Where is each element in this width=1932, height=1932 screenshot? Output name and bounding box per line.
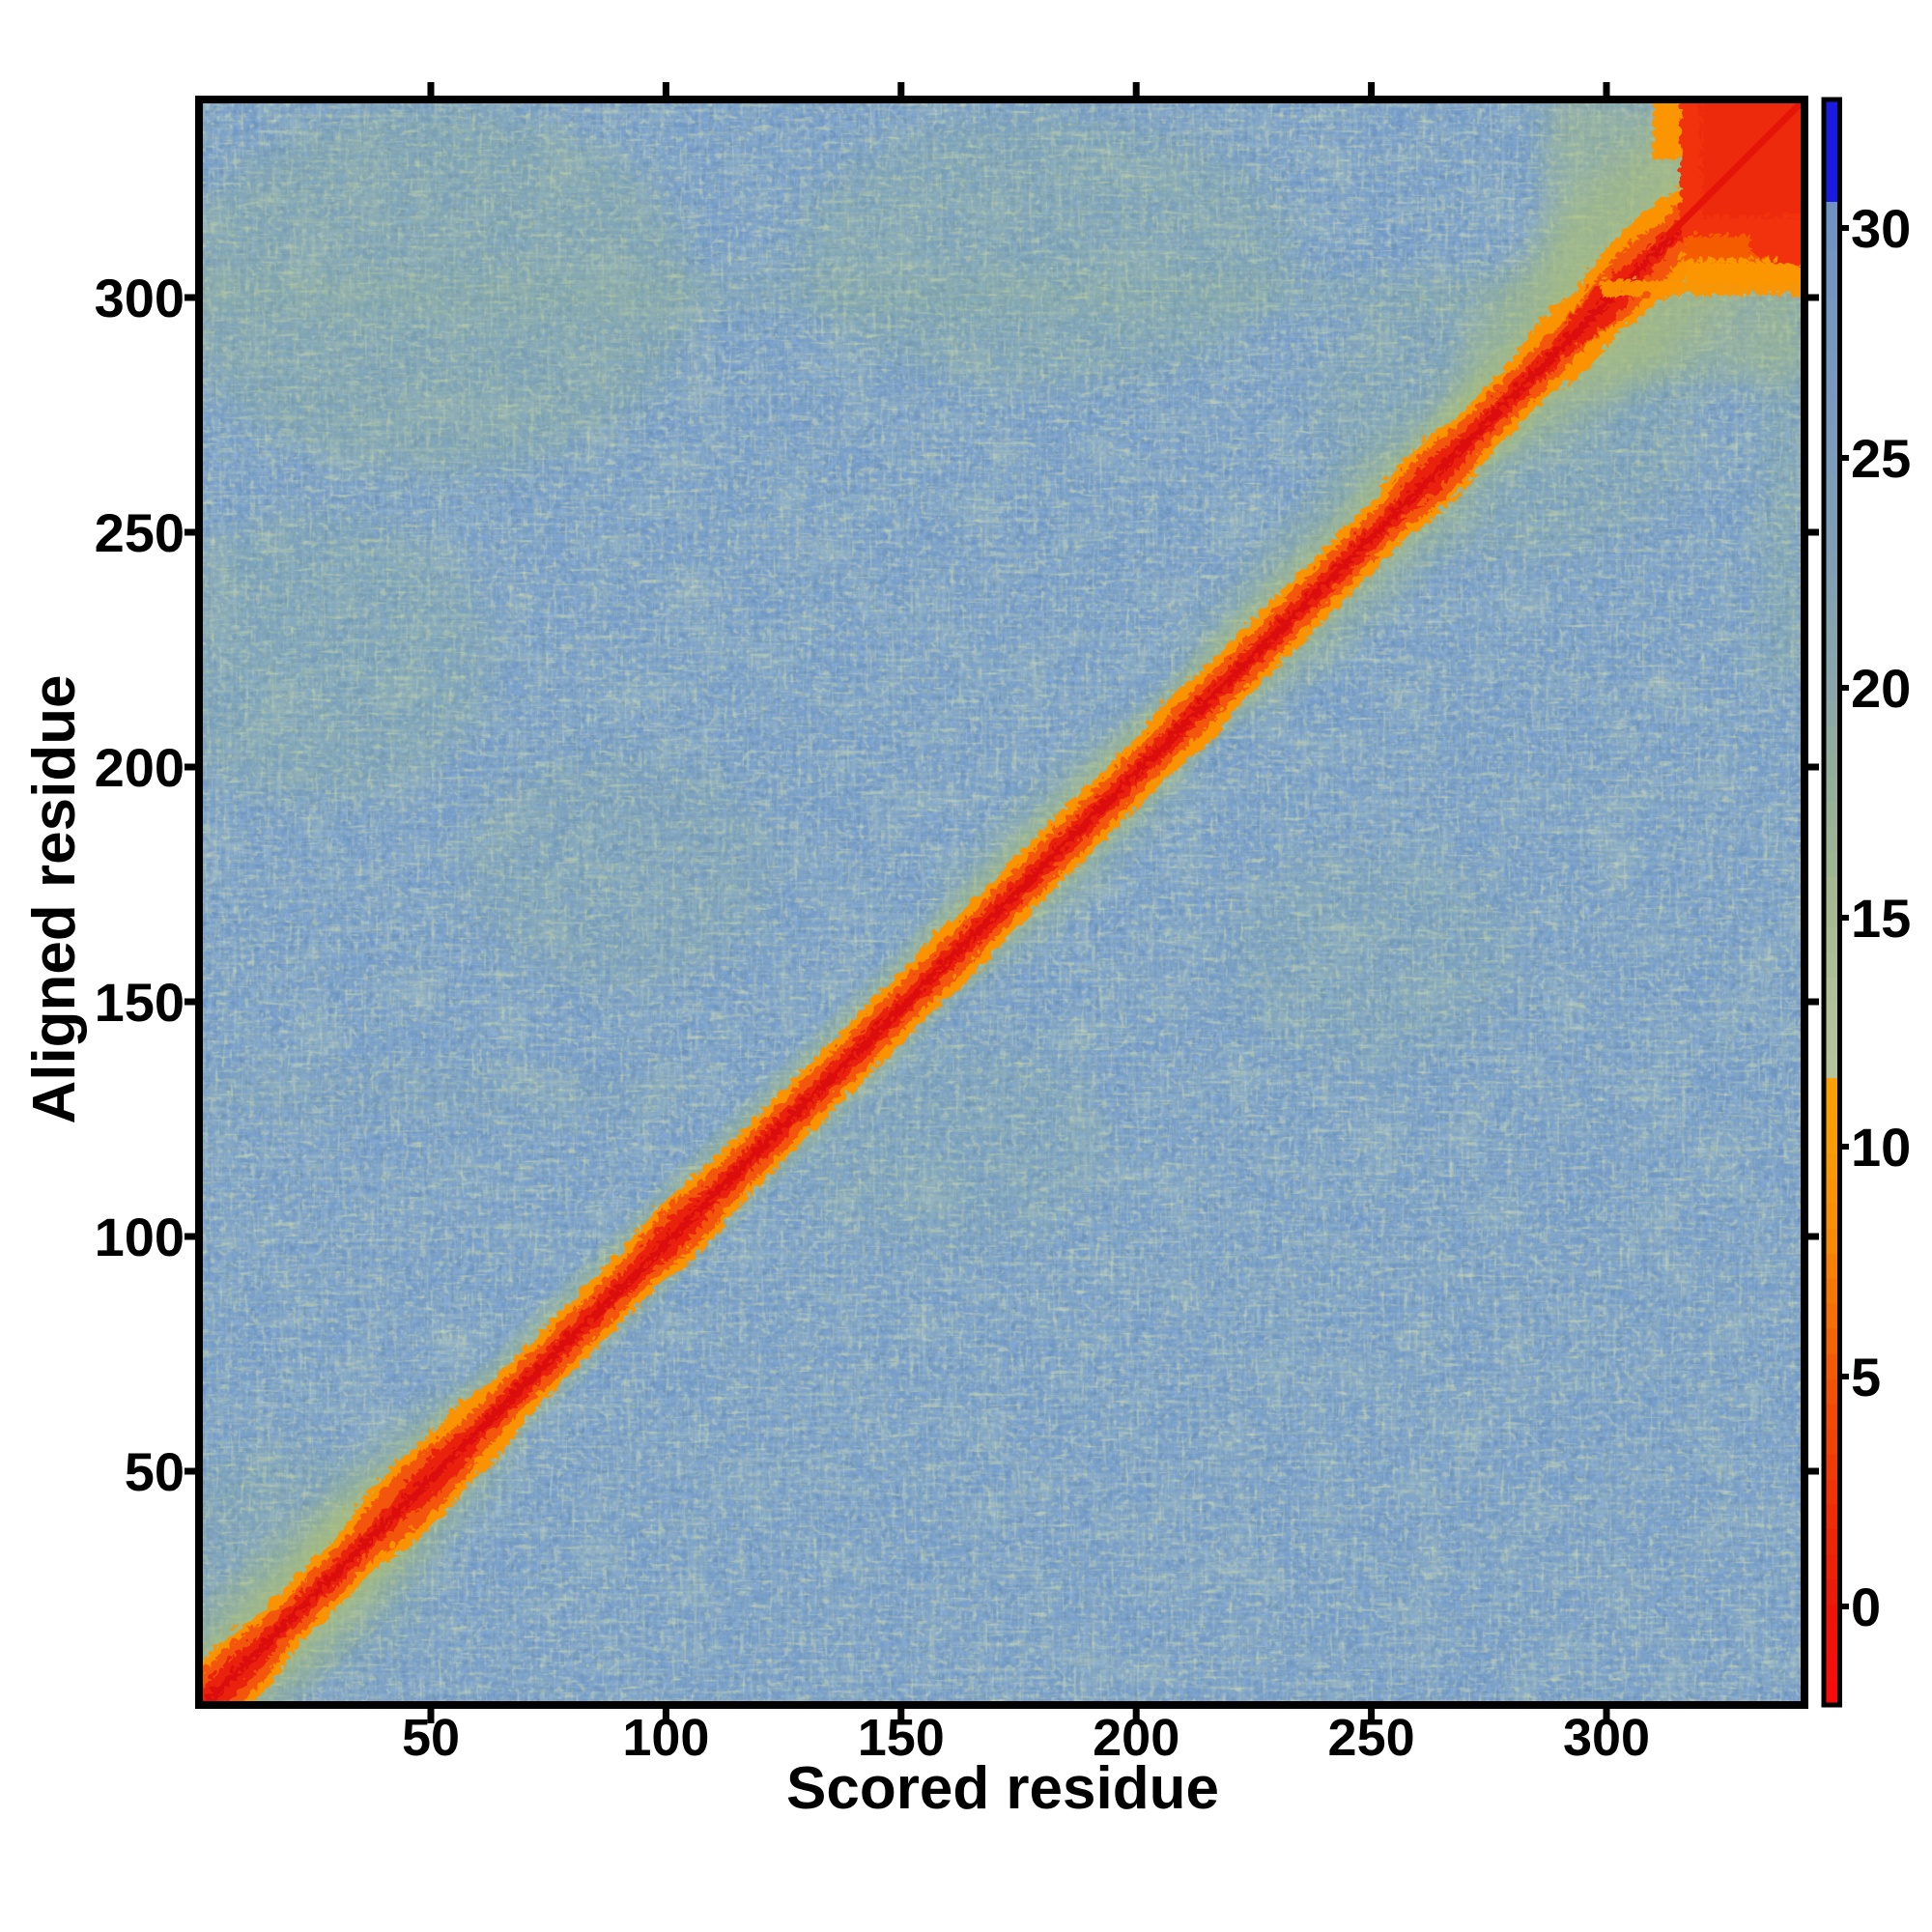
svg-text:300: 300 <box>95 268 185 328</box>
svg-text:Aligned residue: Aligned residue <box>21 674 88 1123</box>
svg-text:50: 50 <box>125 1441 185 1502</box>
svg-text:10: 10 <box>1851 1117 1911 1178</box>
svg-text:150: 150 <box>95 972 185 1033</box>
svg-text:5: 5 <box>1851 1347 1881 1407</box>
svg-text:250: 250 <box>1328 1709 1415 1767</box>
svg-text:50: 50 <box>402 1709 460 1767</box>
svg-text:25: 25 <box>1851 428 1911 489</box>
svg-text:15: 15 <box>1851 888 1911 949</box>
svg-text:20: 20 <box>1851 658 1911 719</box>
svg-text:250: 250 <box>95 502 185 563</box>
svg-text:200: 200 <box>1093 1709 1179 1767</box>
svg-text:Scored residue: Scored residue <box>786 1755 1219 1822</box>
svg-text:100: 100 <box>622 1709 709 1767</box>
svg-text:300: 300 <box>1563 1709 1650 1767</box>
svg-text:0: 0 <box>1851 1577 1881 1637</box>
svg-text:150: 150 <box>858 1709 945 1767</box>
svg-text:30: 30 <box>1851 198 1911 259</box>
svg-text:100: 100 <box>95 1207 185 1267</box>
svg-text:200: 200 <box>95 737 185 798</box>
